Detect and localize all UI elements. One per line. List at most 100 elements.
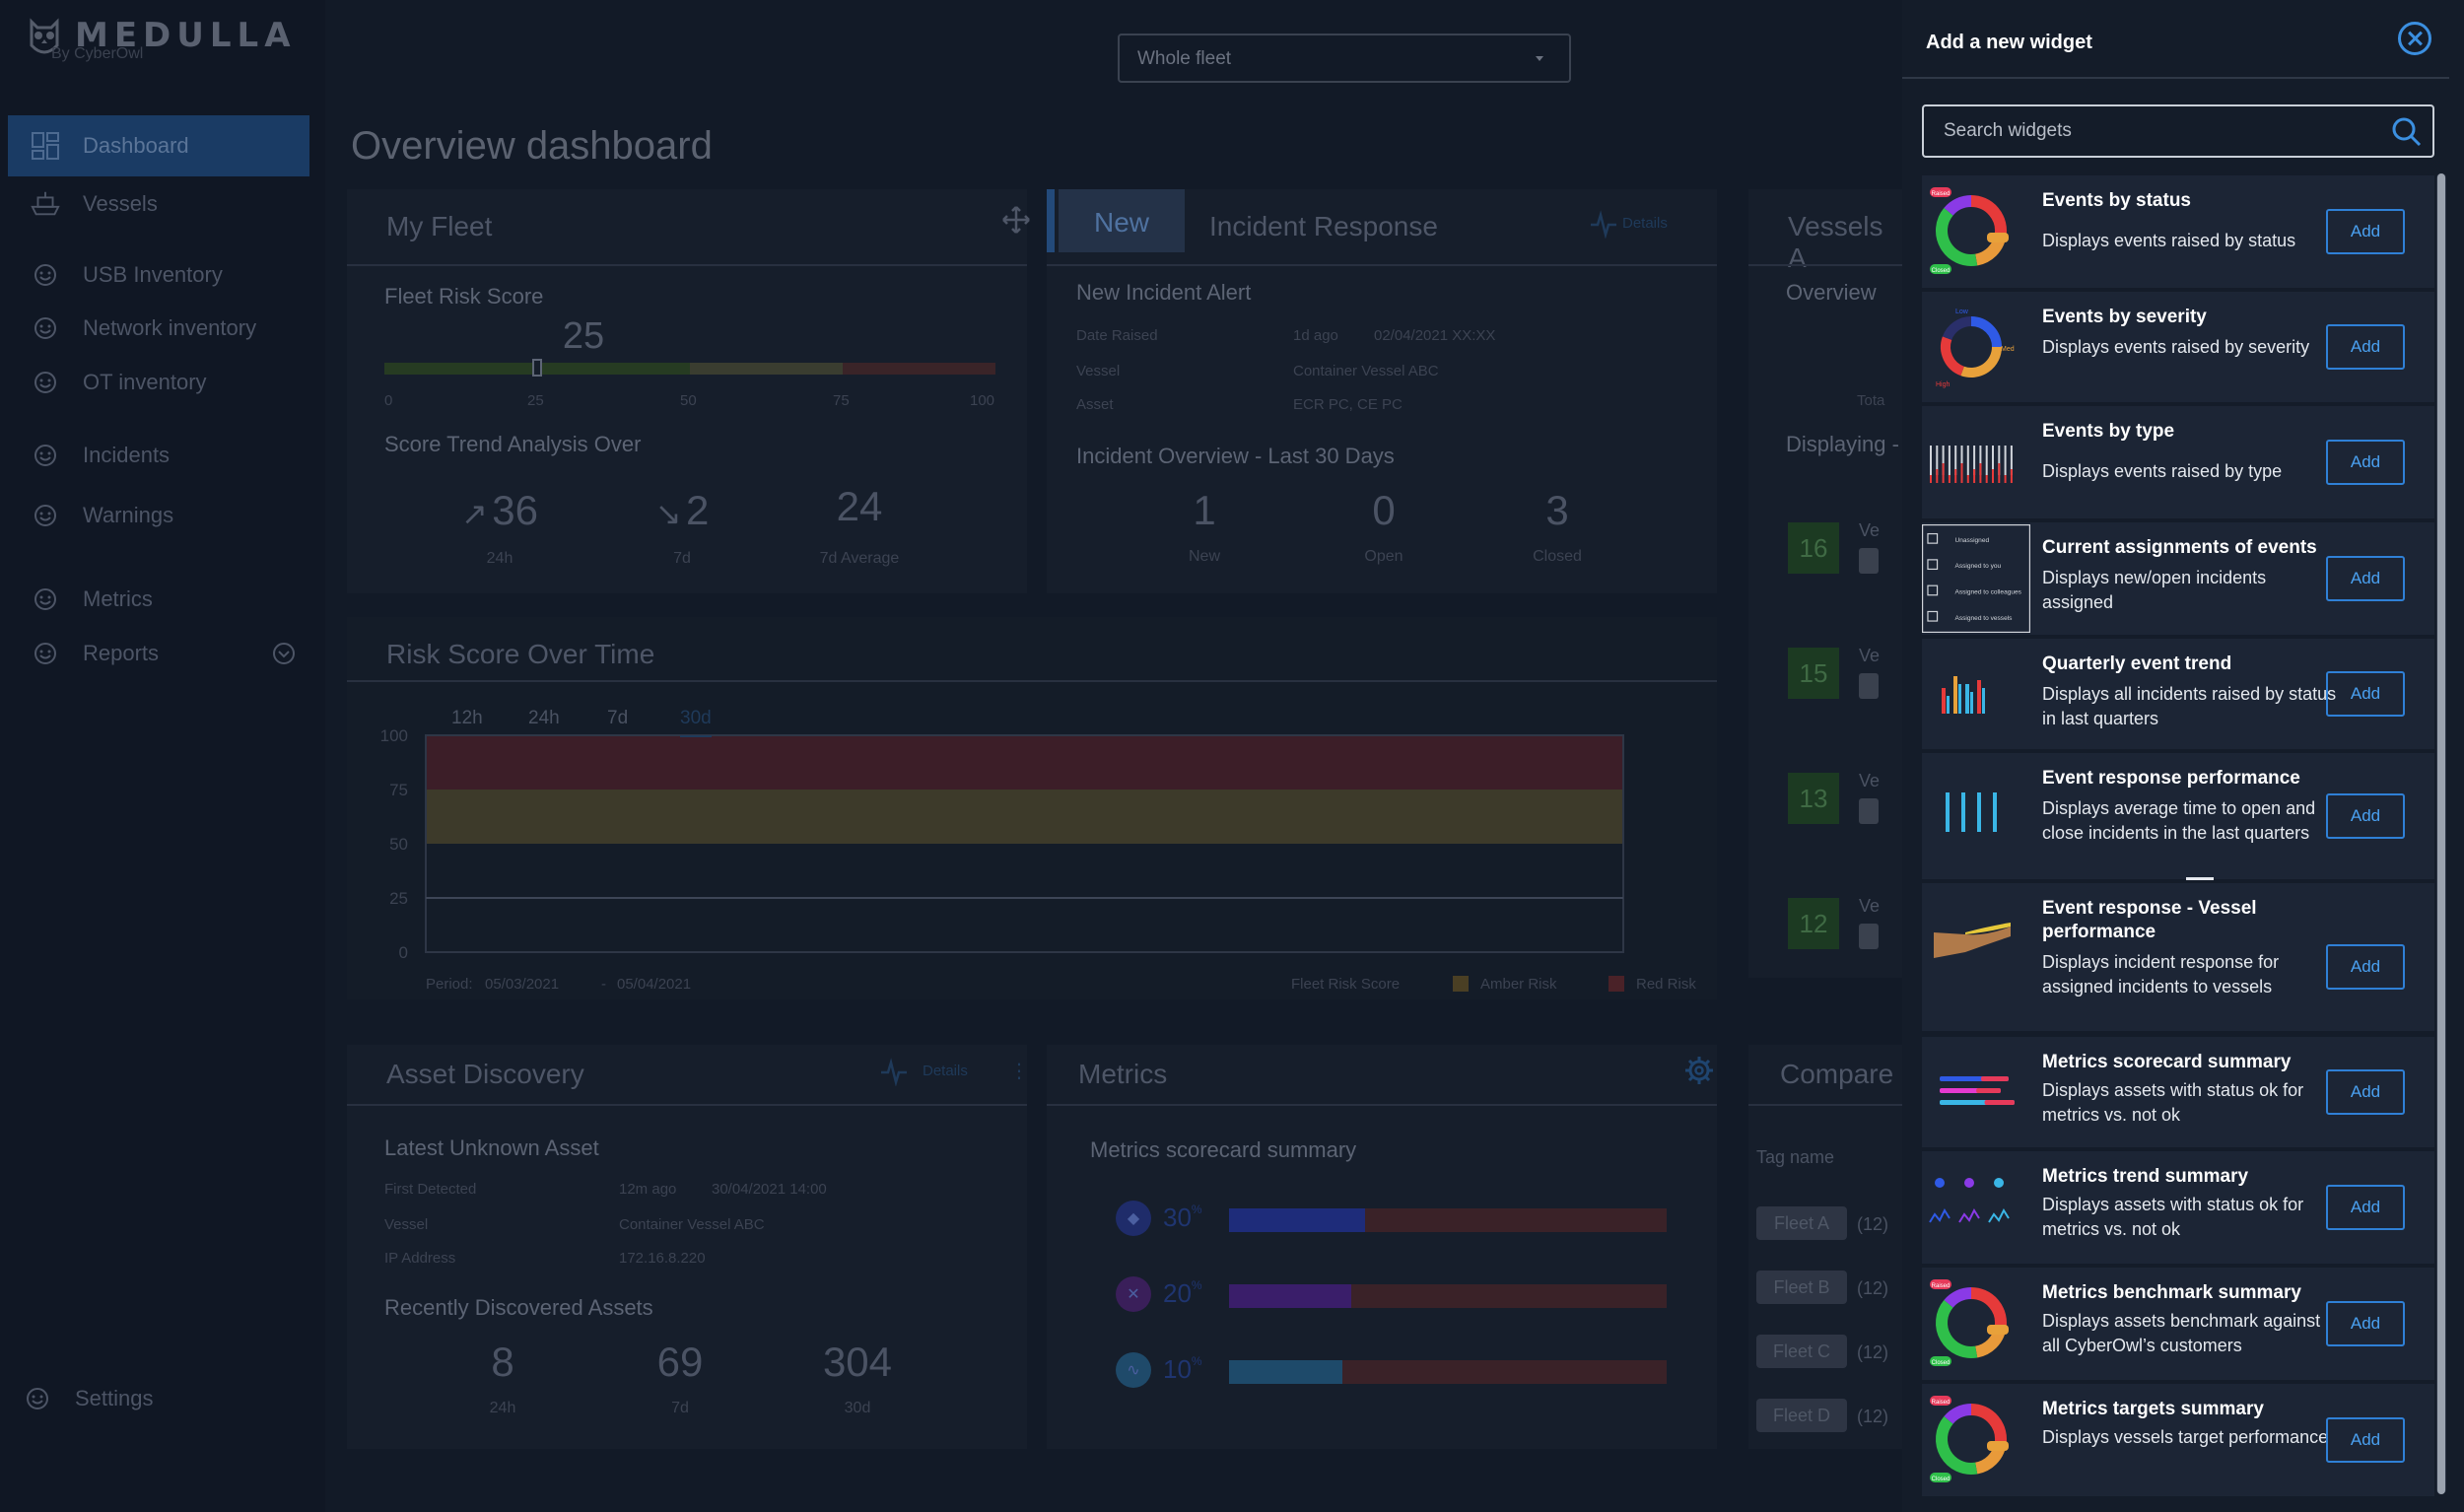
stat-value: 1 [1193, 487, 1216, 533]
add-widget-button[interactable]: Add [2326, 793, 2405, 839]
trend-up-icon: ↗ [461, 496, 488, 531]
widget-thumbnail-icon: Raised Closed [1930, 1396, 2009, 1482]
close-icon[interactable] [2398, 22, 2431, 55]
tag-chip[interactable]: Fleet C [1756, 1335, 1847, 1368]
smiley-icon [30, 440, 61, 471]
add-widget-panel: Add a new widget Raised Closed Events by s… [1902, 0, 2464, 1512]
add-widget-button[interactable]: Add [2326, 1301, 2405, 1346]
plot-frame [425, 734, 1624, 953]
widget-name: Event response performance [2042, 768, 2300, 789]
legend-amber-swatch [1453, 976, 1469, 992]
risk-score-over-time-card: Risk Score Over Time 100 75 50 25 0 Period: … [347, 617, 1717, 999]
widget-description: Displays events raised by severity [2042, 337, 2310, 357]
period-end: 05/04/2021 [617, 976, 692, 993]
tab-new[interactable]: New [1059, 189, 1185, 252]
sidebar-item-label: Incidents [83, 443, 171, 467]
tag-chip[interactable]: Fleet B [1756, 1271, 1847, 1304]
smiley-icon [22, 1383, 53, 1414]
trend-7d: ↘ 2 [633, 487, 731, 534]
vessel-bar [1859, 548, 1879, 574]
stat-value: 0 [1372, 487, 1396, 533]
more-menu-icon[interactable]: ⋮ [1009, 1061, 1029, 1082]
svg-text:Closed: Closed [1932, 268, 1951, 274]
add-widget-button[interactable]: Add [2326, 324, 2405, 370]
widget-name: Metrics trend summary [2042, 1166, 2249, 1187]
tab-12h[interactable]: 12h [451, 708, 483, 728]
sidebar-item-label: USB Inventory [83, 262, 223, 287]
tab-7d[interactable]: 7d [607, 708, 629, 728]
divider [1047, 1104, 1717, 1106]
row-value: Container Vessel ABC [1293, 363, 1439, 379]
add-widget-button[interactable]: Add [2326, 1069, 2405, 1115]
stat-caption: New [1188, 548, 1220, 565]
y-tick-label: 75 [389, 781, 408, 799]
medulla-logo: MEDULLA [28, 16, 297, 61]
sidebar-item-vessels[interactable]: Vessels [8, 173, 309, 235]
add-widget-button[interactable]: Add [2326, 209, 2405, 254]
chevron-down-icon [1536, 56, 1543, 61]
sidebar-item-usb-inventory[interactable]: USB Inventory [8, 244, 309, 306]
panel-scrollbar[interactable] [2436, 173, 2446, 1494]
stat-caption: 7d [671, 1400, 689, 1416]
chevron-down-icon[interactable] [272, 642, 296, 665]
widget-name: Metrics targets summary [2042, 1399, 2264, 1419]
sidebar-item-label: Reports [83, 641, 160, 665]
search-input[interactable] [1924, 106, 2387, 156]
divider [2186, 877, 2214, 880]
add-widget-button[interactable]: Add [2326, 556, 2405, 601]
row-value: 12m ago [619, 1181, 677, 1198]
add-widget-button[interactable]: Add [2326, 1185, 2405, 1230]
risk-chart: 100 75 50 25 0 [380, 726, 1624, 962]
metrics-card: Metrics Metrics scorecard summary ◆ 30% ✕ 2… [1047, 1045, 1717, 1449]
sidebar-item-reports[interactable]: Reports [8, 623, 309, 684]
sidebar-item-dashboard[interactable]: Dashboard [8, 115, 309, 176]
add-widget-button[interactable]: Add [2326, 440, 2405, 485]
tab-30d[interactable]: 30d [680, 708, 712, 737]
sidebar-item-network-inventory[interactable]: Network inventory [8, 298, 309, 359]
add-widget-button[interactable]: Add [2326, 671, 2405, 717]
tag-count: (12) [1857, 1407, 1889, 1426]
sidebar-item-incidents[interactable]: Incidents [8, 425, 309, 486]
trend-caption: 7d [673, 550, 691, 567]
svg-text:Assigned to you: Assigned to you [1954, 563, 2001, 570]
add-widget-button[interactable]: Add [2326, 1417, 2405, 1463]
trend-24h: ↗ 36 [445, 487, 554, 534]
sidebar-item-label: Dashboard [83, 133, 189, 158]
row-value: 172.16.8.220 [619, 1250, 706, 1267]
widget-item: Events by type Displays events raised by … [1922, 406, 2434, 518]
add-widget-button[interactable]: Add [2326, 944, 2405, 990]
fleet-select[interactable]: Whole fleet [1118, 34, 1571, 83]
sidebar: MEDULLA By CyberOwl Dashboard Vessels US… [0, 0, 325, 1512]
widget-name: Current assignments of events [2042, 537, 2317, 558]
vessel-bar [1859, 798, 1879, 824]
tag-chip[interactable]: Fleet A [1756, 1206, 1847, 1240]
widget-thumbnail-icon: Unassigned Assigned to you Assigned to col… [1922, 524, 2030, 633]
asset-discovery-card: Asset Discovery Details ⋮ Latest Unknown… [347, 1045, 1029, 1449]
gear-icon[interactable] [1683, 1055, 1715, 1086]
shield-icon: ◆ [1116, 1201, 1151, 1236]
tag-chip[interactable]: Fleet D [1756, 1399, 1847, 1432]
sidebar-item-label: Vessels [83, 191, 158, 216]
widget-name: Event response - Vessel performance [2042, 898, 2257, 942]
details-link[interactable]: Details [923, 1063, 968, 1079]
sidebar-item-metrics[interactable]: Metrics [8, 569, 309, 630]
vessel-name: Ve [1859, 771, 1881, 790]
sidebar-item-warnings[interactable]: Warnings [8, 485, 309, 546]
tab-24h[interactable]: 24h [528, 708, 560, 728]
search-icon[interactable] [2391, 116, 2423, 148]
sidebar-item-ot-inventory[interactable]: OT inventory [8, 352, 309, 413]
sidebar-item-settings[interactable]: Settings [0, 1368, 302, 1429]
period-label: Period: [426, 976, 473, 993]
widget-name: Metrics scorecard summary [2042, 1052, 2292, 1072]
row-label: Vessel [1076, 363, 1121, 379]
vessels-card: Vessels A Overview Tota Displaying - 16 V… [1748, 189, 1906, 978]
details-link[interactable]: Details [1622, 215, 1668, 232]
widget-description: Displays average time to open and close … [2042, 798, 2316, 843]
svg-text:Assigned to vessels: Assigned to vessels [1954, 615, 2013, 622]
move-icon[interactable] [1001, 205, 1031, 235]
trend-caption: 24h [486, 550, 513, 567]
widget-description: Displays assets benchmark against all Cy… [2042, 1311, 2321, 1355]
row-label: Asset [1076, 396, 1114, 413]
vessel-name: Ve [1859, 520, 1881, 540]
row-value: ECR PC, CE PC [1293, 396, 1403, 413]
